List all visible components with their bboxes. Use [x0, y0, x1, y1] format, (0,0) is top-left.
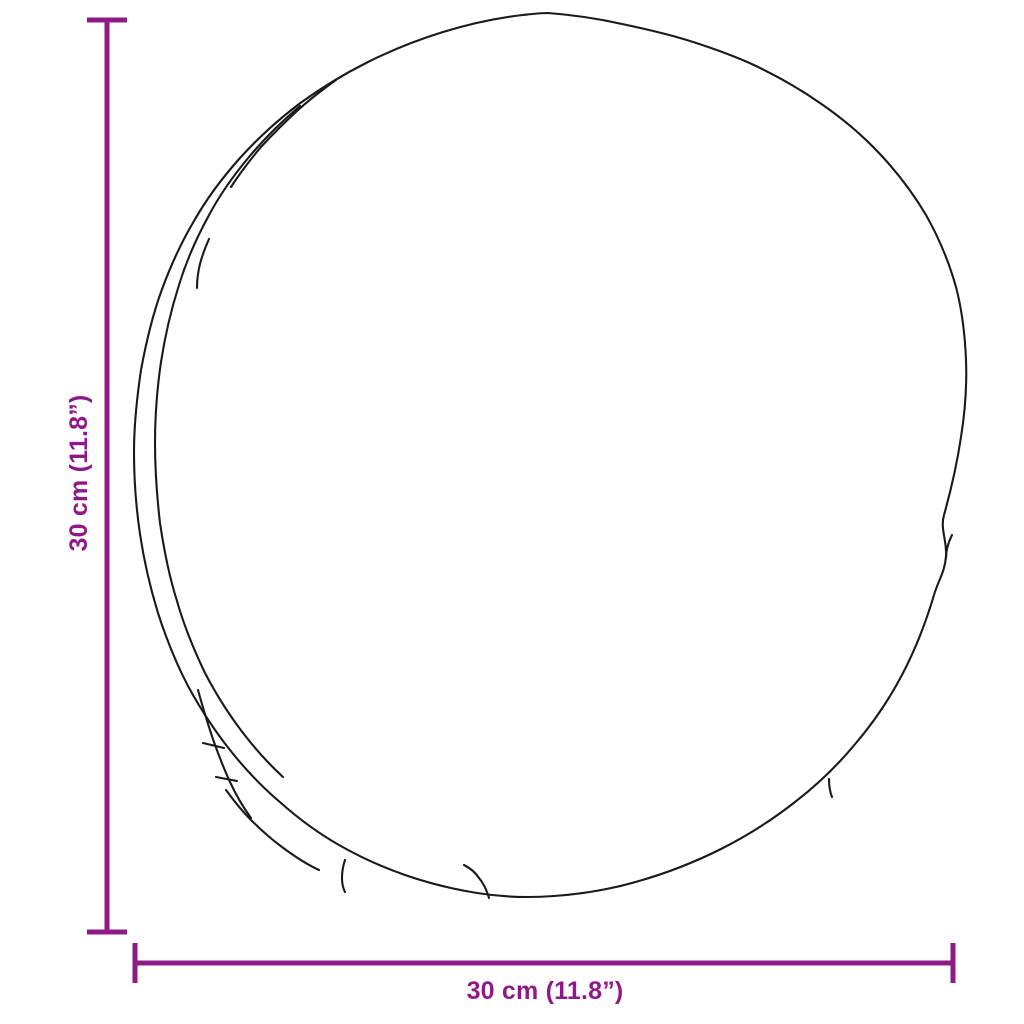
mirror-inner-rim [153, 104, 302, 779]
mirror-edge-notch-lower-right [827, 777, 834, 799]
vertical-dimension-line-icon [87, 17, 127, 935]
mirror-rim-notch-left-upper [195, 237, 211, 290]
mirror-rim-detail-upper-left [229, 78, 338, 189]
round-mirror-outline-icon [132, 11, 968, 900]
mirror-edge-hook-bottom [462, 863, 491, 900]
mirror-rim-joint-mark-1 [201, 741, 226, 750]
width-dimension-label: 30 cm (11.8”) [466, 977, 624, 1005]
mirror-outer-edge [132, 11, 968, 899]
mirror-edge-step-right [944, 533, 954, 560]
mirror-edge-spur-bottom-left [340, 858, 347, 894]
mirror-rim-inner-lower-left [224, 788, 321, 872]
horizontal-dimension-line-icon [132, 943, 956, 983]
height-dimension-label: 30 cm (11.8”) [65, 394, 93, 552]
mirror-rim-joint-mark-2 [214, 775, 239, 783]
mirror-rim-detail-lower-left [196, 688, 253, 820]
